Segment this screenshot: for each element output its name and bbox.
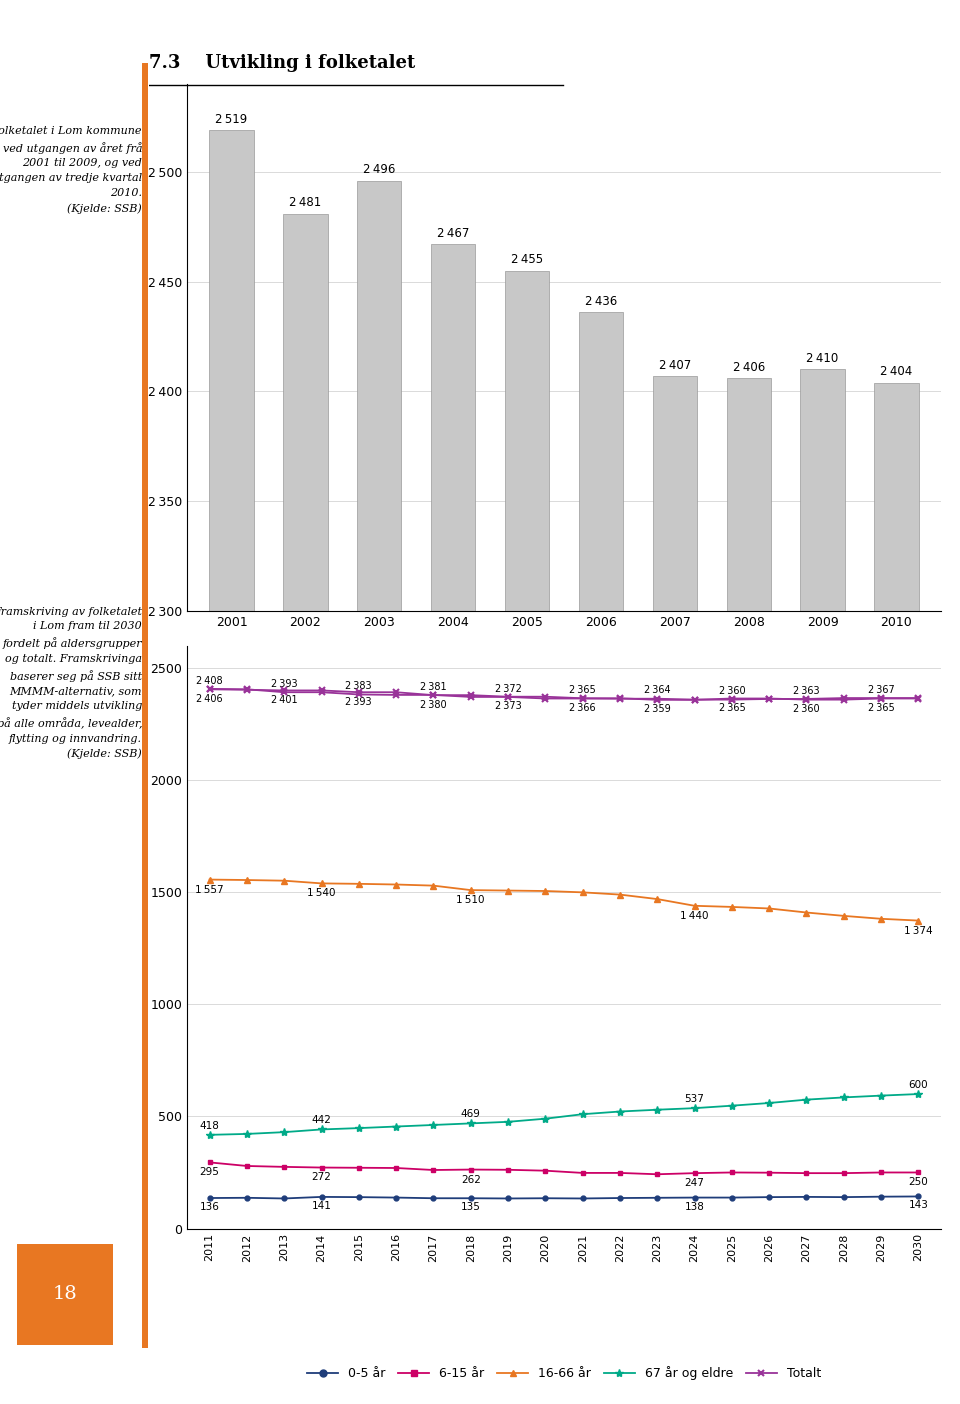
Text: 2 393: 2 393 — [271, 680, 298, 689]
Text: 2 381: 2 381 — [420, 681, 446, 692]
Text: 600: 600 — [908, 1080, 928, 1090]
Text: 537: 537 — [684, 1094, 705, 1104]
Text: 2 393: 2 393 — [346, 696, 372, 706]
Text: 2 481: 2 481 — [289, 197, 322, 209]
Text: 469: 469 — [461, 1109, 481, 1119]
Bar — [357, 181, 401, 1404]
Text: 2 372: 2 372 — [494, 684, 521, 694]
Text: 2 408: 2 408 — [196, 675, 223, 685]
Text: 2 364: 2 364 — [644, 685, 671, 695]
Legend: 0-5 år, 6-15 år, 16-66 år, 67 år og eldre, Totalt: 0-5 år, 6-15 år, 16-66 år, 67 år og eldr… — [302, 1362, 826, 1386]
Text: 295: 295 — [200, 1167, 220, 1178]
Bar — [505, 271, 549, 1404]
Text: 2 383: 2 383 — [346, 681, 372, 691]
Text: Overordna styringssignal og utvikling: Overordna styringssignal og utvikling — [259, 17, 701, 37]
Bar — [727, 378, 771, 1404]
Text: 250: 250 — [908, 1178, 928, 1188]
Bar — [875, 383, 919, 1404]
Text: 1 374: 1 374 — [904, 925, 933, 935]
Text: 2 406: 2 406 — [732, 361, 765, 373]
Text: 136: 136 — [200, 1202, 220, 1212]
Text: 2 373: 2 373 — [494, 701, 521, 712]
Text: 138: 138 — [684, 1202, 705, 1212]
Text: 2 360: 2 360 — [793, 703, 820, 715]
Text: 2 406: 2 406 — [196, 694, 223, 703]
Text: 272: 272 — [312, 1172, 331, 1182]
Text: 1 510: 1 510 — [457, 894, 485, 906]
Text: 2 401: 2 401 — [271, 695, 298, 705]
Text: 2 404: 2 404 — [880, 365, 913, 378]
Text: 135: 135 — [461, 1202, 481, 1212]
Bar — [283, 213, 327, 1404]
Text: 1 540: 1 540 — [307, 889, 336, 899]
Text: 2 365: 2 365 — [868, 703, 895, 713]
Text: 2 360: 2 360 — [719, 687, 745, 696]
Text: 2 455: 2 455 — [511, 253, 543, 267]
Bar — [579, 313, 623, 1404]
Text: 2 365: 2 365 — [569, 685, 596, 695]
Text: 442: 442 — [312, 1115, 331, 1126]
Text: 1 440: 1 440 — [681, 911, 708, 921]
Text: 2 467: 2 467 — [437, 227, 469, 240]
Text: 2 363: 2 363 — [793, 685, 820, 695]
Text: 2 410: 2 410 — [806, 352, 839, 365]
Text: 2 367: 2 367 — [868, 685, 895, 695]
Text: 2 436: 2 436 — [585, 295, 617, 307]
Text: 2 519: 2 519 — [215, 112, 248, 126]
Bar — [801, 369, 845, 1404]
Text: 418: 418 — [200, 1120, 220, 1130]
Text: 2 496: 2 496 — [363, 163, 396, 177]
Text: 2 407: 2 407 — [659, 358, 691, 372]
Text: 262: 262 — [461, 1175, 481, 1185]
Text: Folketalet i Lom kommune
ved utgangen av året frå
2001 til 2009, og ved
utgangen: Folketalet i Lom kommune ved utgangen av… — [0, 126, 142, 213]
Text: Framskriving av folketalet
i Lom fram til 2030
fordelt på aldersgrupper
og total: Framskriving av folketalet i Lom fram ti… — [0, 607, 142, 760]
Text: 7.3    Utvikling i folketalet: 7.3 Utvikling i folketalet — [149, 53, 415, 72]
Text: 247: 247 — [684, 1178, 705, 1188]
Text: 143: 143 — [908, 1200, 928, 1210]
Text: 2 359: 2 359 — [644, 705, 671, 715]
Text: 141: 141 — [312, 1200, 331, 1210]
Bar — [431, 244, 475, 1404]
Text: 2 365: 2 365 — [718, 703, 745, 713]
Bar — [209, 131, 253, 1404]
Text: 1 557: 1 557 — [195, 885, 224, 894]
Text: 2 380: 2 380 — [420, 699, 446, 709]
Text: 18: 18 — [53, 1286, 78, 1303]
Text: 2 366: 2 366 — [569, 703, 596, 713]
Bar — [653, 376, 697, 1404]
